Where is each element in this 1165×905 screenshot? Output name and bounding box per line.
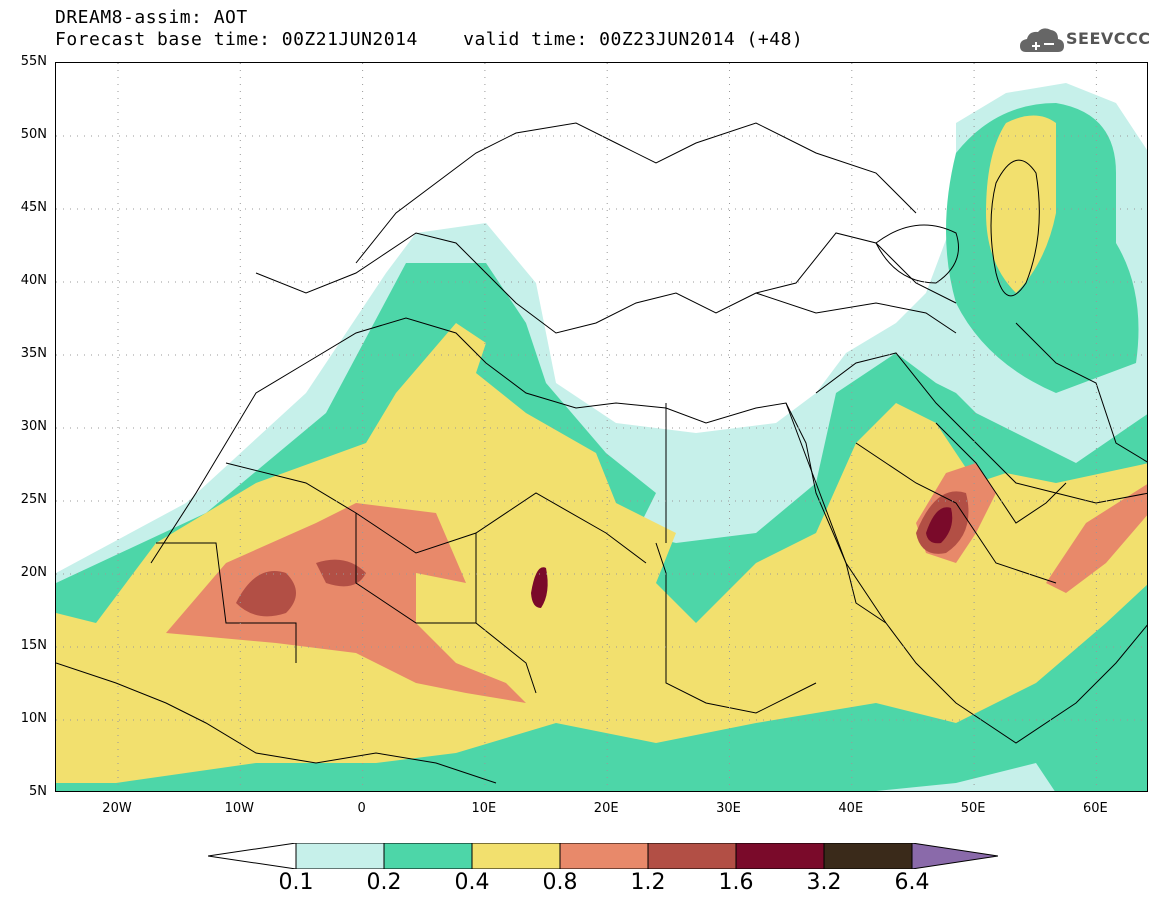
border-sudan — [655, 542, 817, 714]
border-niger — [355, 513, 476, 624]
lat-label: 55N — [20, 54, 47, 69]
coastline-west-africa — [56, 662, 497, 784]
lat-label: 30N — [20, 419, 47, 434]
map-area — [55, 62, 1148, 792]
lon-label: 10E — [471, 801, 497, 816]
colorbar-bin-0.8 — [559, 843, 649, 869]
aot-shading — [56, 83, 1147, 791]
aot-band-1.2-sahel — [236, 571, 296, 617]
aot-band-1.2-mali — [316, 559, 366, 587]
colorbar-high-arrow — [911, 843, 998, 869]
lat-label: 25N — [20, 492, 47, 507]
aot-band-0.4 — [56, 323, 1147, 783]
colorbar-tick-label: 1.2 — [630, 870, 666, 895]
colorbar-tick-label: 6.4 — [894, 870, 930, 895]
lon-label: 0 — [357, 801, 366, 816]
map-title: DREAM8-assim: AOT — [55, 7, 248, 28]
coastline-red-sea — [785, 402, 887, 624]
lat-label: 40N — [20, 273, 47, 288]
border-chad — [475, 533, 537, 694]
aot-band-1.6-arabia — [926, 507, 953, 544]
colorbar-bin-0.2 — [383, 843, 473, 869]
lon-label: 40E — [838, 801, 864, 816]
border-algeria-mali — [225, 462, 647, 564]
aot-band-0.8-oman — [1046, 484, 1147, 593]
logo-label: SEEVCCC — [1066, 29, 1151, 48]
cloud-logo-icon — [1020, 28, 1064, 52]
colorbar-tick-label: 0.1 — [278, 870, 314, 895]
graticule — [56, 63, 1147, 791]
colorbar-bin-3.2 — [823, 843, 913, 869]
coastline-arabia — [815, 352, 1147, 504]
lon-label: 20W — [102, 801, 132, 816]
border-europe-interior — [355, 122, 917, 264]
forecast-time-line: Forecast base time: 00Z21JUN2014 valid t… — [55, 29, 804, 50]
colorbar-tick-label: 3.2 — [806, 870, 842, 895]
border-mauritania — [156, 542, 297, 663]
coastline-caspian — [990, 159, 1040, 297]
border-turkey — [755, 292, 957, 334]
colorbar-bin-0.4 — [471, 843, 561, 869]
lon-label: 50E — [960, 801, 986, 816]
coastline-europe — [255, 232, 957, 334]
lon-label: 30E — [716, 801, 741, 816]
lon-label: 20E — [593, 801, 619, 816]
lat-label: 10N — [20, 711, 47, 726]
colorbar-tick-label: 0.8 — [542, 870, 578, 895]
colorbar-bin-0.1 — [295, 843, 385, 869]
border-saudi — [855, 442, 1057, 584]
colorbar-tick-label: 1.6 — [718, 870, 754, 895]
lat-label: 45N — [20, 200, 47, 215]
lat-label: 35N — [20, 346, 47, 361]
colorbar-tick-label: 0.4 — [454, 870, 490, 895]
colorbar-tick-label: 0.2 — [366, 870, 402, 895]
lat-label: 5N — [29, 784, 47, 799]
aot-band-0.4-black-sea — [986, 115, 1056, 293]
coastline-north-africa — [150, 317, 1147, 744]
aot-band-1.6-chad — [531, 567, 548, 608]
lon-label: 10W — [224, 801, 254, 816]
coastline-black-sea — [875, 224, 959, 284]
border-iran — [1015, 322, 1147, 463]
colorbar-low-arrow — [208, 843, 297, 869]
lat-label: 50N — [20, 127, 47, 142]
aot-colorbar — [208, 843, 998, 869]
colorbar-bin-1.6 — [735, 843, 825, 869]
lat-label: 15N — [20, 638, 47, 653]
lon-label: 60E — [1083, 801, 1108, 816]
colorbar-bin-1.2 — [647, 843, 737, 869]
aot-map — [56, 63, 1147, 791]
country-borders — [56, 122, 1147, 784]
coastline-persian-gulf — [935, 422, 1067, 524]
aot-band-0.8 — [166, 503, 526, 703]
lat-label: 20N — [20, 565, 47, 580]
